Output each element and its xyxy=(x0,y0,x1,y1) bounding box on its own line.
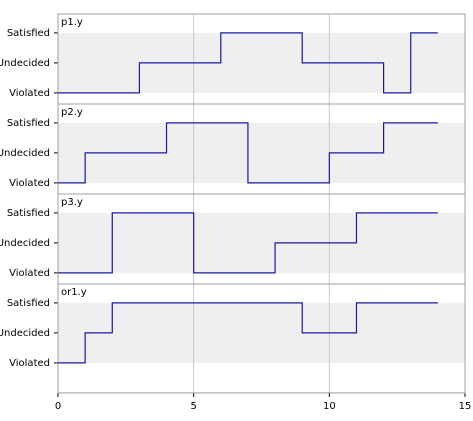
band xyxy=(58,302,465,363)
y-tick-label: Violated xyxy=(9,358,50,369)
panel-title: or1.y xyxy=(61,287,87,298)
y-tick-label: Satisfied xyxy=(7,208,50,219)
step-line xyxy=(58,212,438,274)
x-tick-label: 15 xyxy=(459,401,472,412)
y-tick-label: Satisfied xyxy=(7,118,50,129)
step-line xyxy=(58,302,438,364)
y-tick-label: Satisfied xyxy=(7,298,50,309)
x-tick-label: 0 xyxy=(55,401,61,412)
y-tick-label: Violated xyxy=(9,88,50,99)
y-tick-label: Undecided xyxy=(0,328,50,339)
panel-title: p3.y xyxy=(61,197,83,208)
band xyxy=(58,212,465,273)
panel-frame xyxy=(57,283,466,394)
band xyxy=(58,32,465,93)
step-line xyxy=(58,32,438,94)
y-tick-label: Violated xyxy=(9,178,50,189)
y-tick-label: Undecided xyxy=(0,148,50,159)
y-tick-label: Violated xyxy=(9,268,50,279)
x-tick-label: 5 xyxy=(190,401,196,412)
panel-title: p2.y xyxy=(61,107,83,118)
panel-title: p1.y xyxy=(61,17,83,28)
x-tick-label: 10 xyxy=(323,401,336,412)
y-tick-label: Satisfied xyxy=(7,28,50,39)
y-tick-label: Undecided xyxy=(0,238,50,249)
y-tick-label: Undecided xyxy=(0,58,50,69)
step-line xyxy=(58,122,438,184)
